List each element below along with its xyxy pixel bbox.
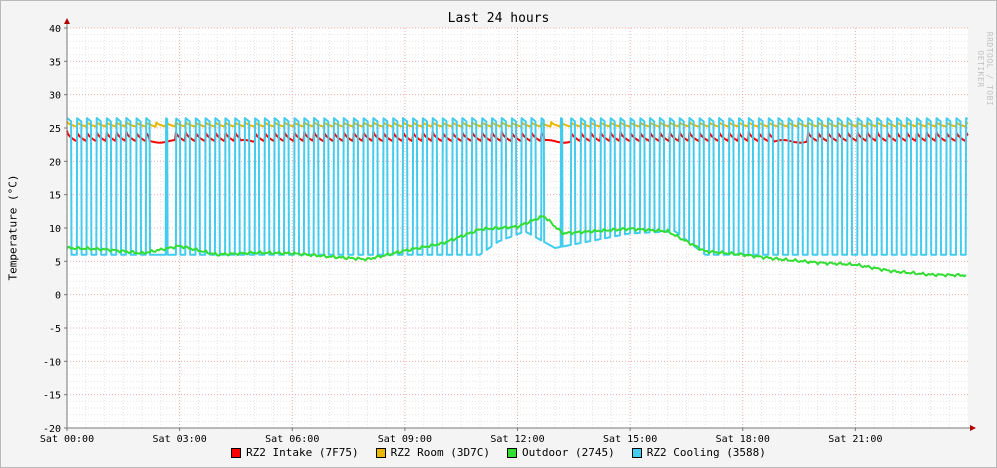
y-tick-label: 30 <box>49 91 61 102</box>
x-tick-label: Sat 09:00 <box>378 434 432 445</box>
y-tick-label: -20 <box>43 424 61 435</box>
y-tick-label: 40 <box>49 24 61 35</box>
x-tick-label: Sat 06:00 <box>265 434 319 445</box>
legend-label-room: RZ2 Room (3D7C) <box>390 446 490 459</box>
y-tick-label: -5 <box>49 324 61 335</box>
y-tick-label: 20 <box>49 157 61 168</box>
legend-item-cooling: RZ2 Cooling (3588) <box>631 446 766 459</box>
legend-swatch-intake <box>231 447 242 458</box>
y-axis-arrow <box>64 18 70 24</box>
x-axis-arrow <box>970 425 976 431</box>
y-tick-label: 35 <box>49 57 61 68</box>
legend-swatch-cooling <box>631 447 642 458</box>
rrdtool-watermark: RRDTOOL / TOBI OETIKER <box>976 31 994 107</box>
x-tick-label: Sat 15:00 <box>603 434 657 445</box>
x-tick-label: Sat 03:00 <box>153 434 207 445</box>
legend-label-outdoor: Outdoor (2745) <box>522 446 615 459</box>
y-axis-label: Temperature (°C) <box>6 174 20 281</box>
x-tick-label: Sat 18:00 <box>716 434 770 445</box>
legend-label-intake: RZ2 Intake (7F75) <box>246 446 359 459</box>
y-tick-label: -15 <box>43 391 61 402</box>
legend-swatch-outdoor <box>507 447 517 458</box>
legend-item-intake: RZ2 Intake (7F75) <box>231 446 359 459</box>
x-tick-label: Sat 21:00 <box>828 434 882 445</box>
x-tick-label: Sat 12:00 <box>490 434 544 445</box>
legend-swatch-room <box>375 447 386 458</box>
chart-title: Last 24 hours <box>447 11 550 26</box>
x-tick-label: Sat 00:00 <box>40 434 94 445</box>
legend-item-room: RZ2 Room (3D7C) <box>375 446 490 459</box>
y-tick-label: 5 <box>55 257 61 268</box>
legend: RZ2 Intake (7F75) RZ2 Room (3D7C) Outdoo… <box>0 446 997 459</box>
y-tick-label: 15 <box>49 191 61 202</box>
y-tick-label: 25 <box>49 124 61 135</box>
series-line-cooling <box>66 117 969 256</box>
legend-item-outdoor: Outdoor (2745) <box>507 446 615 459</box>
series-line-outdoor <box>66 215 967 278</box>
legend-label-cooling: RZ2 Cooling (3588) <box>646 446 766 459</box>
y-tick-label: -10 <box>43 357 61 368</box>
y-tick-label: 10 <box>49 224 61 235</box>
y-tick-label: 0 <box>55 291 61 302</box>
